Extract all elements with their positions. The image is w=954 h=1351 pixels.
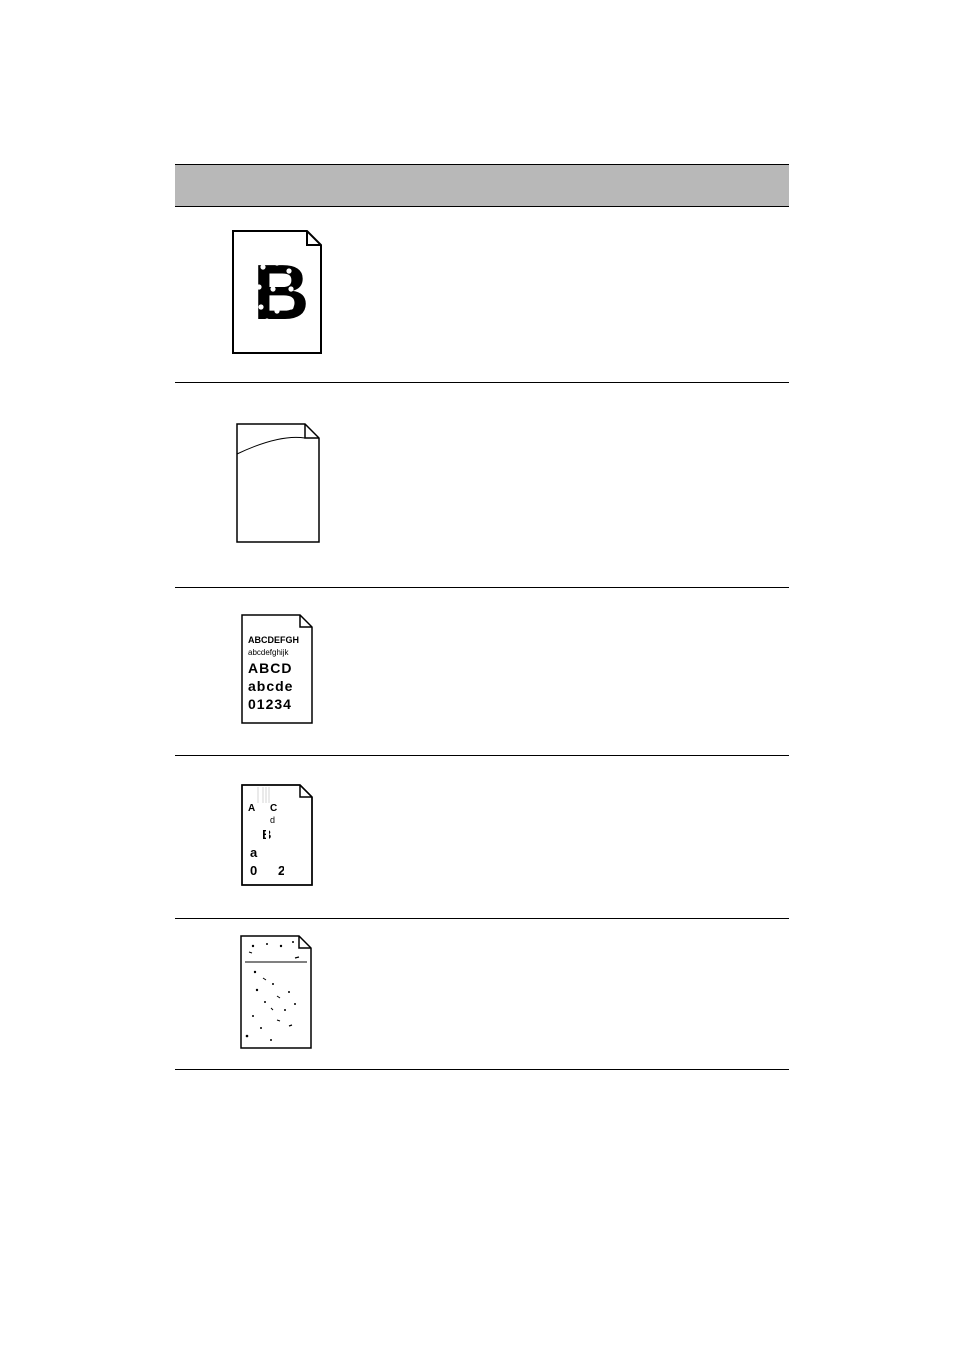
- svg-text:d: d: [270, 815, 275, 825]
- table-row: [175, 919, 789, 1070]
- font-line: ABCD: [248, 660, 292, 676]
- font-line: ABCDEFGH: [248, 635, 299, 645]
- troubleshooting-table: B: [175, 164, 789, 1070]
- svg-text:A: A: [248, 803, 255, 814]
- recommendation-cell: [378, 207, 789, 383]
- font-sample-icon: ABCDEFGH abcdefghijk ABCD abcde 01234: [238, 611, 316, 727]
- example-cell: B: [175, 207, 378, 383]
- example-cell: ABCDEFGH abcdefghijk ABCD abcde 01234: [175, 588, 378, 756]
- table-row: B: [175, 207, 789, 383]
- blank-page-icon: [229, 418, 325, 548]
- svg-text:a: a: [250, 845, 258, 860]
- table-row: [175, 383, 789, 588]
- scattered-dots-icon: [237, 932, 317, 1052]
- font-line: abcde: [248, 678, 293, 694]
- table-row: ABCDEFGH abcdefghijk ABCD abcde 01234: [175, 588, 789, 756]
- example-cell: [175, 383, 378, 588]
- recommendation-cell: [378, 919, 789, 1070]
- font-line: abcdefghijk: [248, 648, 289, 657]
- svg-text:C: C: [270, 803, 277, 814]
- recommendation-cell: [378, 588, 789, 756]
- table-row: A C d B a 0 2: [175, 756, 789, 919]
- recommendation-cell: [378, 756, 789, 919]
- page: B: [0, 0, 954, 1351]
- header-examples: [175, 165, 378, 207]
- font-line: 01234: [248, 696, 292, 712]
- vertical-streaks-icon: A C d B a 0 2: [238, 781, 316, 889]
- toner-spots-icon: B: [229, 227, 325, 357]
- header-recommendations: [378, 165, 789, 207]
- svg-text:0: 0: [250, 863, 257, 878]
- example-cell: A C d B a 0 2: [175, 756, 378, 919]
- example-cell: [175, 919, 378, 1070]
- recommendation-cell: [378, 383, 789, 588]
- table-header-row: [175, 165, 789, 207]
